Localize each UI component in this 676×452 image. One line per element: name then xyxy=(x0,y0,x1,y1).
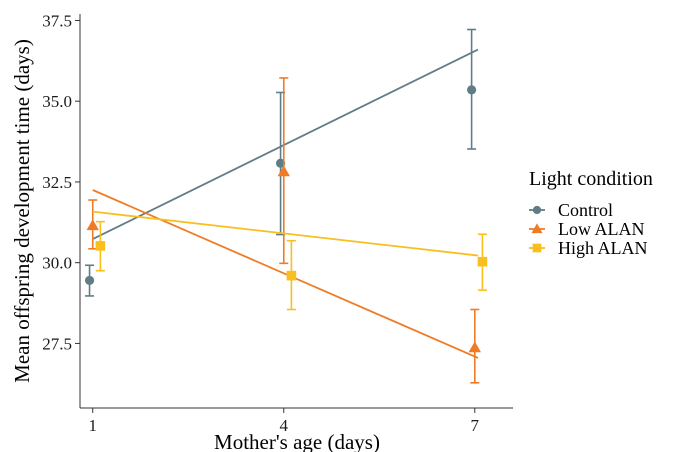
axes xyxy=(79,14,513,409)
legend-title: Light condition xyxy=(529,168,653,190)
data-point xyxy=(286,270,297,281)
plot-area xyxy=(84,28,488,384)
series-control xyxy=(84,28,479,297)
legend-key-marker xyxy=(532,205,542,215)
y-tick-label: 30.0 xyxy=(42,254,72,273)
legend-label: Control xyxy=(558,200,613,220)
trend-line xyxy=(92,210,479,257)
data-point xyxy=(95,241,106,251)
y-tick-label: 27.5 xyxy=(42,334,72,353)
x-tick-label: 7 xyxy=(471,416,480,435)
data-point xyxy=(84,275,95,286)
data-point xyxy=(86,219,99,231)
y-tick-label: 32.5 xyxy=(42,173,72,192)
y-tick-label: 37.5 xyxy=(42,11,72,30)
data-point xyxy=(467,85,477,95)
x-axis-title: Mother's age (days) xyxy=(214,430,380,452)
trend-line xyxy=(92,48,479,240)
ticks: 27.5 30.0 32.5 35.0 37.5 1 4 7 xyxy=(42,11,479,435)
data-point xyxy=(275,158,286,168)
series-high-alan xyxy=(92,210,488,311)
trend-line xyxy=(92,189,479,359)
y-axis-title: Mean offspring development time (days) xyxy=(10,39,34,383)
data-point xyxy=(468,341,481,353)
legend-key-marker xyxy=(532,243,542,253)
data-point xyxy=(277,165,290,177)
legend-key-marker xyxy=(531,223,543,234)
data-point xyxy=(477,256,488,267)
legend-label: Low ALAN xyxy=(558,219,645,239)
x-tick-label: 4 xyxy=(280,416,289,435)
legend-label: High ALAN xyxy=(558,238,648,258)
y-tick-label: 35.0 xyxy=(42,92,72,111)
x-tick-label: 1 xyxy=(88,416,97,435)
series-low-alan xyxy=(86,77,481,384)
